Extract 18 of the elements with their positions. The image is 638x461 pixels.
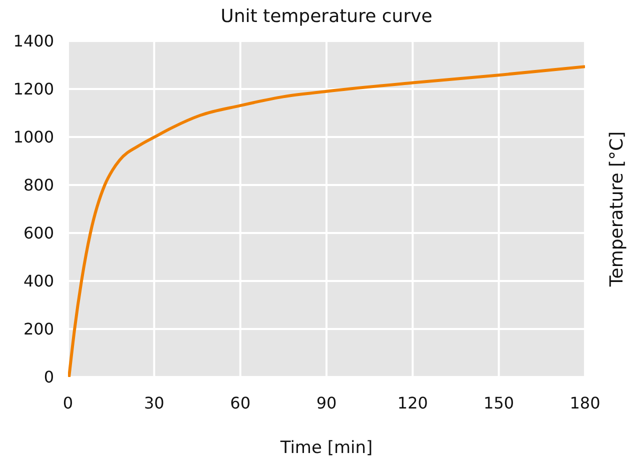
y-tick-label: 0 xyxy=(44,368,54,387)
y-tick-label: 200 xyxy=(23,320,54,339)
x-tick-label: 150 xyxy=(484,393,514,412)
x-tick-label: 180 xyxy=(570,393,600,412)
x-tick-label: 30 xyxy=(144,393,164,412)
y-axis-title: Temperature [°C] xyxy=(606,131,628,287)
x-tick-label: 90 xyxy=(316,393,337,412)
y-tick-label: 1200 xyxy=(13,80,54,99)
y-tick-label: 1000 xyxy=(13,128,54,147)
chart-title: Unit temperature curve xyxy=(220,6,434,27)
x-tick-label: 120 xyxy=(397,393,428,412)
x-tick-label: 0 xyxy=(62,393,74,412)
y-tick-label: 600 xyxy=(23,224,54,243)
y-tick-label: 400 xyxy=(23,272,54,291)
y-tick-label: 800 xyxy=(23,176,54,195)
y-tick-label: 1400 xyxy=(13,32,54,51)
x-axis-title: Time [min] xyxy=(279,438,373,458)
x-tick-label: 60 xyxy=(230,393,251,412)
